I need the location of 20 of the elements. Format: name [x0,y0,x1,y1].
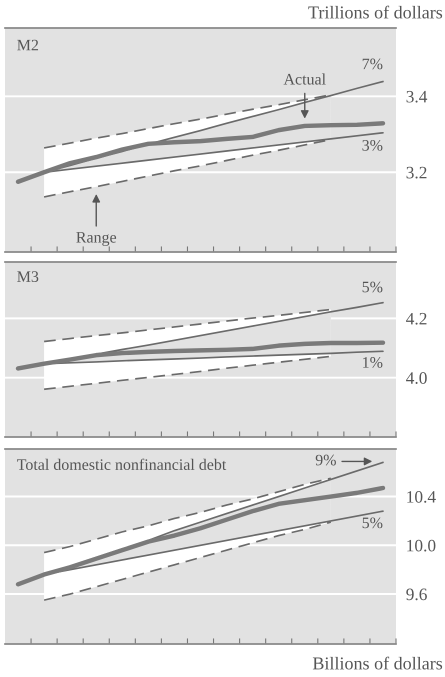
series-label: 1% [363,356,382,368]
series-label: 7% [362,58,382,70]
series-label: 5% [362,517,382,528]
chart-title: Total domestic nonfinancial debt [17,458,226,470]
text: Actual [284,73,326,85]
y-tick-label: 10.4 [407,491,436,503]
series-label: 9% [316,454,336,466]
text: Billions of dollars [312,656,442,670]
y-tick-label: 9.6 [406,588,427,600]
series-label: 5% [362,282,382,292]
y-tick-label: 3.2 [406,166,426,179]
y-tick-label: 4.2 [406,312,426,325]
series-label: 3% [362,140,382,151]
y-axis-title: Trillions of dollars [308,6,442,19]
y-tick-label: 10.0 [407,540,436,552]
y-tick-label: 3.4 [406,90,428,103]
annotation: Range [76,232,116,246]
chart-title: M3 [17,271,38,282]
y-tick-label: 4.0 [406,372,427,384]
text: M2 [17,40,38,50]
